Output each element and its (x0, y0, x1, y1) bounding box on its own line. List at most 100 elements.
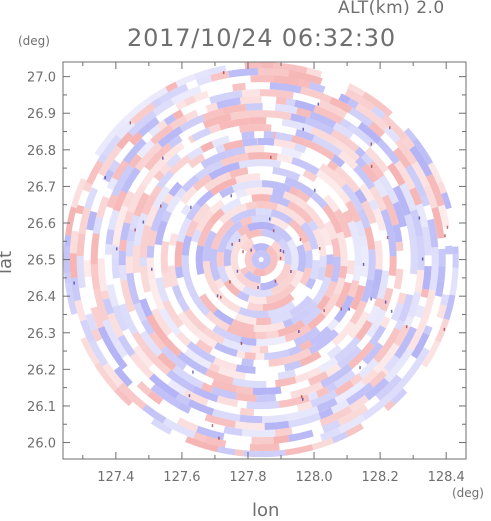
range-bin (330, 129, 360, 153)
range-bin (158, 83, 189, 104)
speckle (282, 250, 285, 254)
range-bin (236, 290, 250, 302)
x-axis-label: lon (252, 500, 280, 521)
range-bin (431, 246, 439, 265)
range-bin (147, 229, 158, 247)
range-bin (112, 352, 128, 370)
speckle (362, 262, 365, 266)
range-bin (128, 153, 143, 169)
range-bin (193, 90, 209, 102)
range-bin (262, 414, 288, 424)
range-bin (203, 171, 232, 192)
range-bin (139, 330, 163, 358)
range-bin (368, 121, 386, 138)
range-bin (184, 109, 199, 122)
range-bin (273, 75, 301, 87)
range-bin (379, 287, 394, 312)
range-bin (366, 305, 381, 324)
range-bin (331, 320, 356, 347)
range-bin (104, 243, 113, 255)
range-bin (291, 157, 320, 176)
range-bin (334, 165, 360, 193)
range-bin (301, 306, 322, 326)
speckle (390, 309, 393, 313)
speckle (317, 102, 319, 106)
range-bin (129, 352, 154, 379)
range-bin (80, 319, 95, 343)
range-bin (129, 131, 143, 146)
range-bin (416, 235, 425, 271)
range-bin (238, 306, 269, 319)
range-bin (273, 62, 308, 74)
range-bin (380, 208, 396, 242)
range-bin (300, 86, 333, 104)
range-bin (440, 294, 450, 306)
range-bin (299, 339, 313, 352)
range-bin (106, 284, 119, 308)
range-bin (296, 244, 306, 273)
range-bin (374, 240, 383, 270)
range-bin (147, 390, 164, 405)
range-bin (360, 152, 374, 166)
range-bin (127, 183, 147, 214)
range-bin (291, 135, 307, 146)
range-bin (392, 185, 411, 216)
y-axis-unit: (deg) (18, 34, 50, 48)
range-bin (177, 311, 201, 337)
range-bin (334, 336, 361, 363)
range-bin (257, 138, 258, 146)
range-bin (165, 194, 181, 214)
range-bin (139, 298, 153, 318)
range-bin (294, 99, 316, 112)
range-bin (318, 99, 348, 119)
range-bin (176, 296, 190, 313)
range-bin (92, 216, 103, 235)
range-bin (384, 327, 401, 349)
range-bin (216, 395, 239, 408)
range-bin (277, 237, 292, 265)
y-tick-label: 26.4 (27, 290, 56, 305)
range-bin (359, 235, 368, 247)
range-bin (175, 187, 187, 199)
range-bin (181, 174, 200, 193)
range-bin (126, 272, 141, 305)
range-bin (244, 351, 256, 360)
speckle (298, 330, 300, 333)
speckle (319, 247, 321, 250)
speckle (300, 395, 303, 399)
range-bin (303, 204, 326, 231)
range-bin (346, 260, 355, 275)
speckle (216, 294, 219, 298)
range-bin (261, 229, 283, 243)
range-bin (121, 167, 141, 194)
speckle (134, 228, 136, 232)
range-bin (282, 348, 312, 365)
range-bin (270, 216, 290, 231)
speckle (299, 238, 302, 242)
range-bin (360, 279, 374, 303)
range-bin (333, 208, 346, 223)
speckle (370, 297, 372, 301)
range-bin (175, 99, 187, 111)
range-bin (223, 248, 232, 267)
range-bin (362, 91, 394, 117)
range-bin (151, 308, 173, 337)
y-tick-label: 26.0 (27, 437, 56, 452)
range-bin (192, 202, 211, 224)
range-bin (168, 232, 179, 247)
range-bin (349, 373, 363, 386)
range-bin (210, 218, 235, 250)
range-bin (268, 357, 285, 367)
range-bin (393, 147, 412, 169)
range-bin (260, 110, 292, 121)
range-bin (204, 368, 234, 385)
range-bin (394, 160, 416, 191)
range-bin (174, 241, 184, 267)
speckle (73, 281, 75, 285)
range-bin (112, 305, 129, 332)
range-bin (307, 219, 319, 232)
speckle (290, 270, 292, 273)
range-bin (200, 151, 227, 169)
range-bin (102, 318, 120, 345)
range-bin (338, 265, 348, 279)
